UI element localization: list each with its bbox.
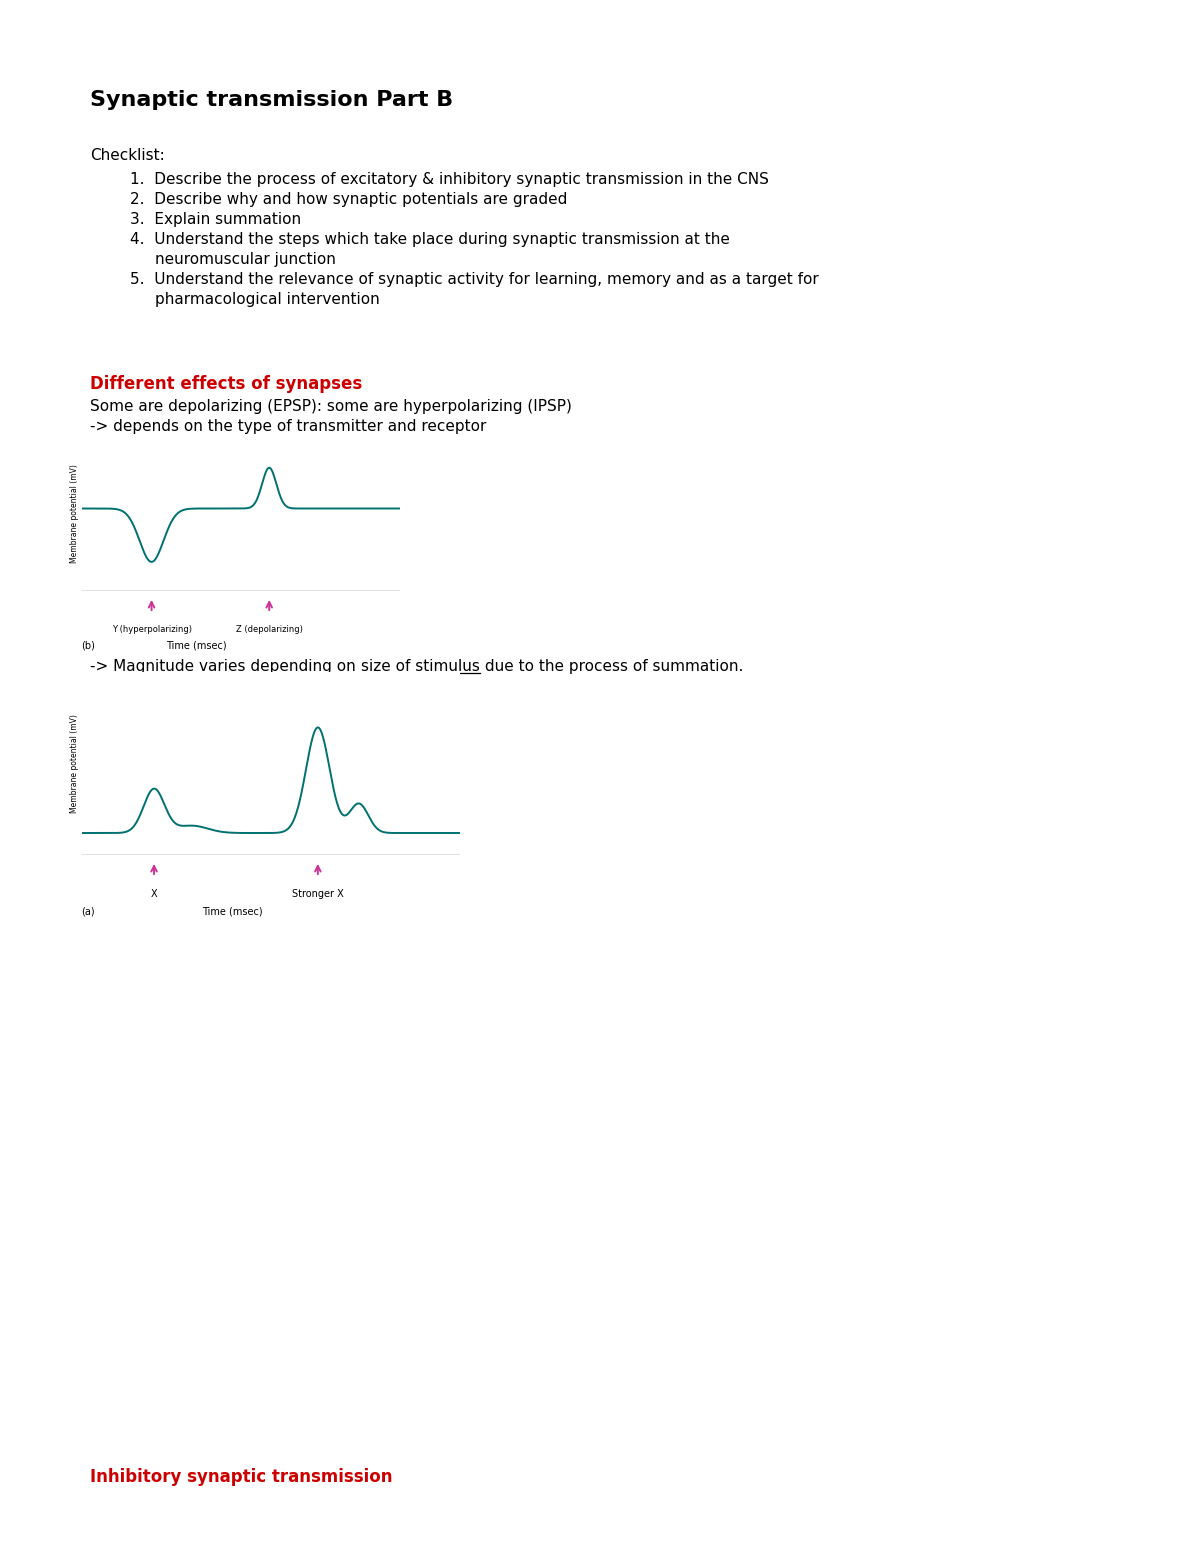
Text: -> Magnitude varies depending on: -> Magnitude varies depending on xyxy=(90,658,361,674)
Text: 5.  Understand the relevance of synaptic activity for learning, memory and as a : 5. Understand the relevance of synaptic … xyxy=(130,272,818,287)
Text: -> depends on the type of transmitter and receptor: -> depends on the type of transmitter an… xyxy=(90,419,486,433)
Text: Synaptic transmission Part B: Synaptic transmission Part B xyxy=(90,90,454,110)
Text: Some are depolarizing (EPSP): some are hyperpolarizing (IPSP): Some are depolarizing (EPSP): some are h… xyxy=(90,399,572,415)
Text: neuromuscular junction: neuromuscular junction xyxy=(155,252,336,267)
Text: due to the process of summation.: due to the process of summation. xyxy=(480,658,743,674)
Text: 2.  Describe why and how synaptic potentials are graded: 2. Describe why and how synaptic potenti… xyxy=(130,193,568,207)
Text: Time (msec): Time (msec) xyxy=(166,641,227,651)
Text: Y (hyperpolarizing): Y (hyperpolarizing) xyxy=(112,624,192,634)
Text: 3.  Explain summation: 3. Explain summation xyxy=(130,213,301,227)
Text: Checklist:: Checklist: xyxy=(90,148,164,163)
Text: Time (msec): Time (msec) xyxy=(202,907,263,916)
Text: pharmacological intervention: pharmacological intervention xyxy=(155,292,379,307)
Text: Z (depolarizing): Z (depolarizing) xyxy=(235,624,302,634)
Text: 1.  Describe the process of excitatory & inhibitory synaptic transmission in the: 1. Describe the process of excitatory & … xyxy=(130,172,769,186)
Text: Inhibitory synaptic transmission: Inhibitory synaptic transmission xyxy=(90,1468,392,1486)
Text: (a): (a) xyxy=(82,907,95,916)
Text: X: X xyxy=(151,888,157,899)
Text: Different effects of synapses: Different effects of synapses xyxy=(90,374,362,393)
Y-axis label: Membrane potential (mV): Membrane potential (mV) xyxy=(70,714,79,812)
Text: 4.  Understand the steps which take place during synaptic transmission at the: 4. Understand the steps which take place… xyxy=(130,231,730,247)
Text: (b): (b) xyxy=(82,641,96,651)
Text: size of stimulus: size of stimulus xyxy=(361,658,480,674)
Y-axis label: Membrane potential (mV): Membrane potential (mV) xyxy=(70,464,79,562)
Text: Stronger X: Stronger X xyxy=(292,888,343,899)
